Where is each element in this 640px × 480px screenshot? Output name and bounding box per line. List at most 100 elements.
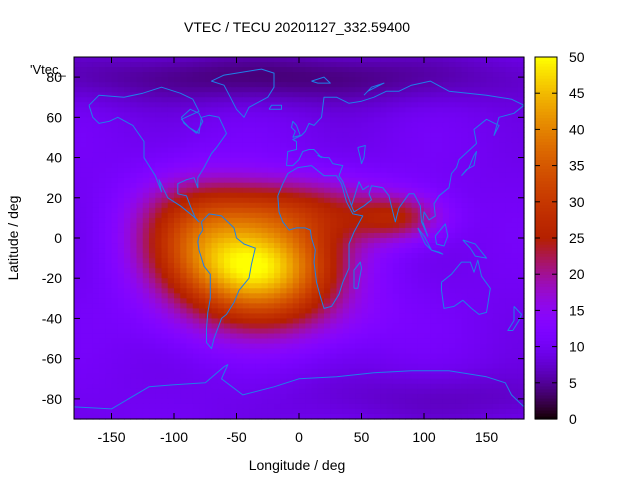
heatmap-cell <box>192 303 200 309</box>
heatmap-cell <box>424 162 431 169</box>
heatmap-cell <box>474 97 481 103</box>
heatmap-cell <box>361 373 369 380</box>
heatmap-cell <box>105 157 113 164</box>
heatmap-cell <box>330 398 338 405</box>
heatmap-cell <box>167 303 175 309</box>
heatmap-cell <box>317 57 325 63</box>
heatmap-cell <box>124 258 131 264</box>
heatmap-cell <box>186 348 194 355</box>
heatmap-cell <box>292 222 300 229</box>
heatmap-cell <box>436 72 444 78</box>
heatmap-cell <box>480 343 488 350</box>
heatmap-cell <box>449 182 456 189</box>
heatmap-cell <box>499 197 506 204</box>
heatmap-cell <box>436 117 444 123</box>
heatmap-cell <box>274 62 281 68</box>
heatmap-cell <box>155 348 163 355</box>
heatmap-cell <box>142 207 150 214</box>
heatmap-cell <box>399 202 406 209</box>
heatmap-cell <box>224 318 231 325</box>
heatmap-cell <box>505 87 513 93</box>
heatmap-cell <box>417 72 425 78</box>
heatmap-cell <box>467 207 475 214</box>
heatmap-cell <box>74 232 81 239</box>
heatmap-cell <box>161 157 169 164</box>
heatmap-cell <box>467 122 475 128</box>
heatmap-cell <box>280 238 288 244</box>
heatmap-cell <box>367 147 375 154</box>
heatmap-cell <box>361 62 369 68</box>
heatmap-cell <box>211 122 219 128</box>
heatmap-cell <box>486 62 494 68</box>
heatmap-cell <box>267 77 275 83</box>
heatmap-cell <box>367 217 375 224</box>
heatmap-cell <box>230 82 238 88</box>
heatmap-cell <box>80 112 88 118</box>
heatmap-cell <box>205 323 213 330</box>
heatmap-cell <box>455 318 463 325</box>
heatmap-cell <box>505 77 513 83</box>
heatmap-cell <box>111 167 119 174</box>
heatmap-cell <box>236 77 244 83</box>
heatmap-cell <box>255 293 263 299</box>
heatmap-cell <box>505 328 513 335</box>
heatmap-cell <box>461 132 469 139</box>
heatmap-cell <box>492 82 500 88</box>
heatmap-cell <box>511 192 519 199</box>
heatmap-cell <box>399 323 406 330</box>
heatmap-cell <box>86 152 94 159</box>
heatmap-cell <box>330 82 338 88</box>
heatmap-cell <box>249 82 256 88</box>
heatmap-cell <box>249 353 256 360</box>
heatmap-cell <box>417 202 425 209</box>
heatmap-cell <box>349 263 356 269</box>
heatmap-cell <box>199 107 206 113</box>
heatmap-cell <box>217 107 225 113</box>
heatmap-cell <box>74 187 81 194</box>
heatmap-cell <box>317 298 325 304</box>
heatmap-cell <box>149 343 156 350</box>
heatmap-cell <box>292 383 300 390</box>
heatmap-cell <box>286 368 294 375</box>
heatmap-cell <box>430 328 438 335</box>
heatmap-cell <box>336 122 344 128</box>
heatmap-cell <box>299 192 306 199</box>
heatmap-cell <box>86 263 94 269</box>
heatmap-cell <box>361 77 369 83</box>
heatmap-cell <box>430 343 438 350</box>
heatmap-cell <box>499 278 506 284</box>
heatmap-cell <box>74 368 81 375</box>
heatmap-cell <box>392 97 400 103</box>
heatmap-cell <box>461 358 469 365</box>
heatmap-cell <box>355 107 363 113</box>
heatmap-cell <box>324 238 331 244</box>
heatmap-cell <box>342 298 350 304</box>
heatmap-cell <box>411 238 419 244</box>
heatmap-cell <box>149 97 156 103</box>
heatmap-cell <box>324 202 331 209</box>
heatmap-cell <box>324 132 331 139</box>
heatmap-cell <box>517 137 525 144</box>
heatmap-cell <box>192 258 200 264</box>
heatmap-cell <box>355 288 363 294</box>
heatmap-cell <box>424 77 431 83</box>
heatmap-cell <box>99 122 106 128</box>
heatmap-cell <box>461 283 469 289</box>
heatmap-cell <box>80 348 88 355</box>
heatmap-cell <box>111 187 119 194</box>
heatmap-cell <box>417 152 425 159</box>
heatmap-cell <box>311 57 319 63</box>
heatmap-cell <box>424 222 431 229</box>
heatmap-cell <box>324 192 331 199</box>
heatmap-cell <box>480 232 488 239</box>
heatmap-cell <box>161 258 169 264</box>
heatmap-cell <box>317 313 325 320</box>
heatmap-cell <box>492 288 500 294</box>
heatmap-cell <box>392 263 400 269</box>
heatmap-cell <box>180 393 188 400</box>
heatmap-cell <box>355 127 363 134</box>
heatmap-cell <box>430 197 438 204</box>
heatmap-cell <box>92 82 100 88</box>
heatmap-cell <box>249 343 256 350</box>
heatmap-cell <box>149 127 156 134</box>
